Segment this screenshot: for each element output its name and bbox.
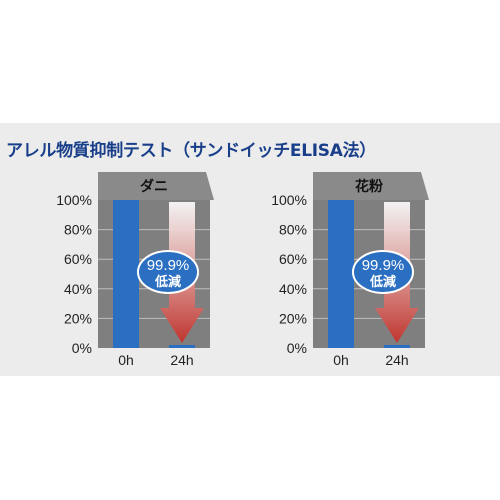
chart-1: ダニ 0% 20% 40% 60% 80% 100% 0h 24h 99.9%低減	[56, 172, 214, 368]
chart-title-tab	[98, 172, 214, 200]
y-tick-label: 100%	[271, 192, 307, 208]
y-tick-label: 20%	[64, 310, 92, 326]
y-tick-label: 40%	[279, 281, 307, 297]
x-tick-label: 24h	[170, 352, 193, 368]
chart-2: 花粉 0% 20% 40% 60% 80% 100% 0h 24h 99.9%低減	[271, 172, 429, 368]
x-tick-label: 0h	[333, 352, 349, 368]
chart-title-tab	[313, 172, 429, 200]
y-tick-label: 100%	[56, 192, 92, 208]
bar-0h	[328, 200, 354, 348]
reduction-percent: 99.9%	[147, 257, 190, 274]
y-tick-label: 0%	[287, 340, 307, 356]
x-tick-label: 0h	[118, 352, 134, 368]
reduction-badge	[352, 250, 414, 294]
y-tick-label: 60%	[64, 251, 92, 267]
y-tick-label: 40%	[64, 281, 92, 297]
bar-24h	[384, 345, 410, 348]
y-tick-label: 20%	[279, 310, 307, 326]
reduction-percent: 99.9%	[362, 257, 405, 274]
y-tick-label: 60%	[279, 251, 307, 267]
bar-0h	[113, 200, 139, 348]
reduction-badge	[137, 250, 199, 294]
reduction-label: 低減	[154, 274, 181, 290]
x-tick-label: 24h	[385, 352, 408, 368]
reduction-label: 低減	[369, 274, 396, 290]
banner-title: アレル物質抑制テスト（サンドイッチELISA法）	[6, 141, 376, 161]
y-tick-label: 80%	[64, 222, 92, 238]
bar-24h	[169, 345, 195, 348]
chart-title: ダニ	[140, 178, 168, 195]
chart-title: 花粉	[355, 178, 383, 195]
y-tick-label: 0%	[72, 340, 92, 356]
y-tick-label: 80%	[279, 222, 307, 238]
